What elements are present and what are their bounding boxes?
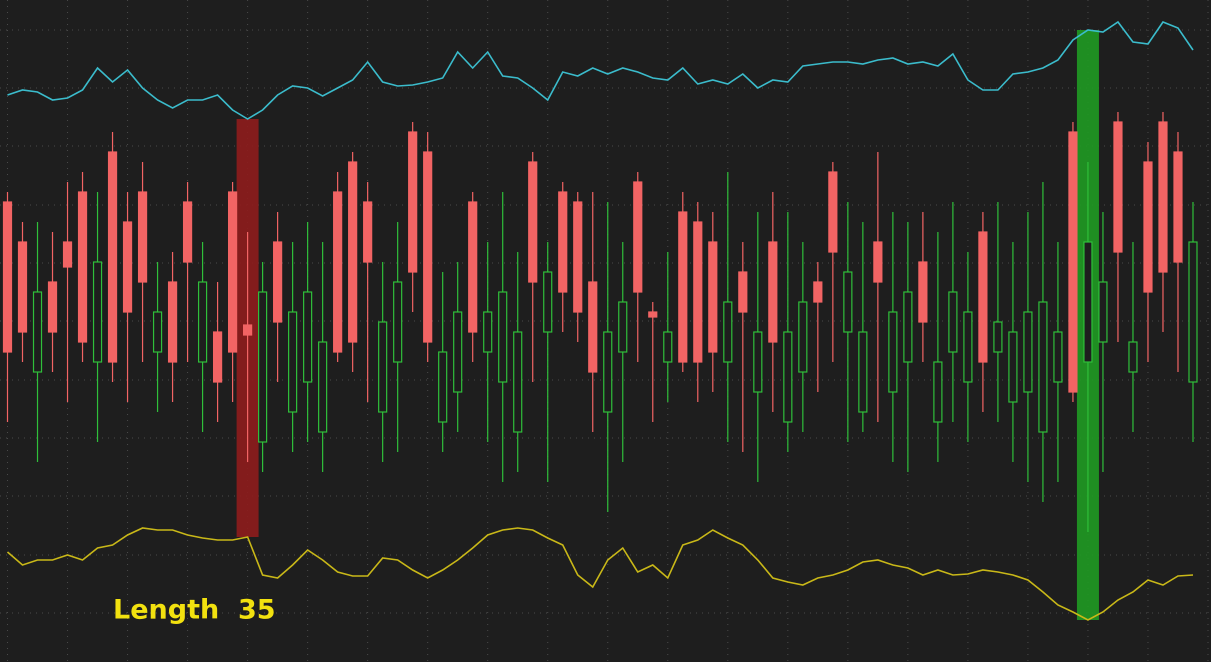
candle-body xyxy=(1143,161,1153,293)
candle-body xyxy=(468,201,478,333)
candle-body xyxy=(348,161,358,343)
candle-body xyxy=(843,271,853,333)
candle-body xyxy=(227,191,238,353)
candle-body xyxy=(993,321,1003,353)
candle-body xyxy=(273,241,283,323)
candle-body xyxy=(483,311,493,353)
candle-body xyxy=(167,281,178,363)
candle-body xyxy=(888,311,898,393)
candle-body xyxy=(288,311,298,413)
candle-body xyxy=(212,331,223,383)
candle-body xyxy=(1068,131,1078,393)
candle-body xyxy=(303,291,313,383)
candle-body xyxy=(32,291,43,373)
band-line xyxy=(7,20,1194,120)
candle-body xyxy=(122,221,133,313)
candle-body xyxy=(1113,121,1123,253)
candle-body xyxy=(1053,331,1063,383)
candle-body xyxy=(243,324,253,336)
candle-body xyxy=(423,151,433,343)
candle-body xyxy=(528,161,538,283)
candle-body xyxy=(858,331,868,413)
candle-body xyxy=(573,201,583,313)
candle-body xyxy=(648,311,658,318)
candle-body xyxy=(663,331,673,363)
candle-body xyxy=(918,261,928,323)
candle-body xyxy=(873,241,883,283)
candle-body xyxy=(678,211,688,363)
candle-body xyxy=(723,301,733,363)
candle-body xyxy=(408,131,418,273)
candle-body xyxy=(903,291,913,363)
candle-body xyxy=(1038,301,1048,433)
candle-body xyxy=(378,321,388,413)
candle-body xyxy=(933,361,943,423)
candle-body xyxy=(77,191,88,343)
candle-body xyxy=(62,241,73,268)
candle-body xyxy=(1098,281,1108,343)
candle-body xyxy=(182,201,193,263)
candle-body xyxy=(543,271,553,333)
candle-body xyxy=(783,331,793,423)
candle-body xyxy=(618,301,628,353)
candle-body xyxy=(768,241,778,343)
candle-body xyxy=(393,281,403,363)
candle-body xyxy=(453,311,463,393)
candle-body xyxy=(633,181,643,293)
candle-body xyxy=(978,231,988,363)
candle-body xyxy=(693,221,703,363)
candle-body xyxy=(963,311,973,383)
candle-body xyxy=(1188,241,1198,383)
candle-body xyxy=(197,281,208,363)
candle-body xyxy=(1158,121,1168,273)
band-line xyxy=(6,527,1194,621)
annotation: Length 35 xyxy=(113,595,276,626)
candle-body xyxy=(1023,311,1033,393)
candle-body xyxy=(318,341,328,433)
candle-body xyxy=(137,191,148,283)
candle-body xyxy=(798,301,808,373)
candle-body xyxy=(498,291,508,383)
candle-body xyxy=(708,241,718,353)
candle-body xyxy=(603,331,613,413)
candle-body xyxy=(738,271,748,313)
candle-body xyxy=(2,201,13,353)
candle-body xyxy=(753,331,763,393)
candle-body xyxy=(107,151,118,363)
candle-body xyxy=(438,351,448,423)
candle-body xyxy=(152,311,163,353)
candle-body xyxy=(333,191,343,353)
candle-body xyxy=(513,331,523,433)
candles xyxy=(2,112,1198,532)
candle-body xyxy=(813,281,823,303)
candle-body xyxy=(92,261,103,363)
candle-body xyxy=(948,291,958,353)
candle-body xyxy=(1173,151,1183,263)
candle-body xyxy=(1008,331,1018,403)
candle-body xyxy=(47,281,58,333)
bands xyxy=(6,20,1194,621)
candle-body xyxy=(1128,341,1138,373)
candle-body xyxy=(588,281,598,373)
candle-body xyxy=(258,291,268,443)
candle-body xyxy=(17,241,28,333)
candle-body xyxy=(1083,241,1093,363)
candle-body xyxy=(363,201,373,263)
candle-body xyxy=(828,171,838,253)
candle-body xyxy=(558,191,568,293)
